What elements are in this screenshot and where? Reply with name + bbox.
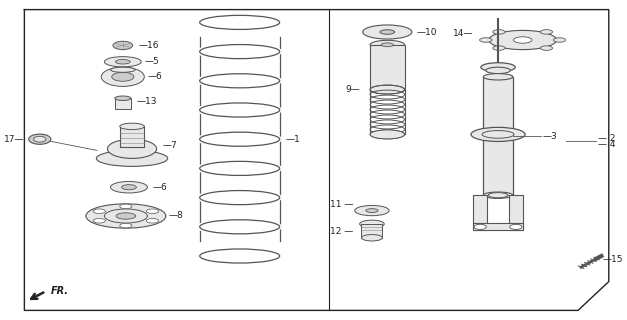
Ellipse shape (474, 224, 487, 229)
Text: —3: —3 (543, 132, 557, 140)
Ellipse shape (199, 103, 280, 117)
Ellipse shape (488, 193, 508, 198)
Ellipse shape (362, 25, 412, 39)
Ellipse shape (199, 220, 280, 234)
Ellipse shape (107, 139, 157, 158)
Ellipse shape (120, 204, 132, 209)
Bar (362, 224, 382, 238)
Text: —8: —8 (169, 212, 184, 220)
Bar (483, 77, 513, 195)
Ellipse shape (29, 134, 51, 144)
Bar (370, 45, 404, 90)
Ellipse shape (34, 136, 46, 142)
Ellipse shape (482, 131, 514, 138)
Ellipse shape (471, 127, 525, 141)
Ellipse shape (199, 249, 280, 263)
Ellipse shape (370, 90, 404, 99)
Ellipse shape (489, 30, 557, 50)
Text: 9—: 9— (345, 85, 360, 94)
Text: —6: —6 (152, 183, 167, 192)
Bar (115, 98, 131, 109)
Text: 14—: 14— (453, 29, 473, 38)
Ellipse shape (370, 115, 404, 124)
Text: — 2: — 2 (598, 134, 616, 143)
Ellipse shape (483, 192, 513, 198)
Ellipse shape (93, 219, 105, 223)
Ellipse shape (115, 60, 130, 64)
Ellipse shape (122, 185, 136, 190)
Bar (120, 126, 144, 147)
Ellipse shape (370, 105, 404, 114)
Ellipse shape (514, 37, 532, 43)
Ellipse shape (120, 123, 144, 130)
Ellipse shape (540, 30, 552, 34)
Ellipse shape (102, 67, 144, 86)
Text: —15: —15 (603, 255, 623, 264)
Ellipse shape (370, 40, 404, 49)
Ellipse shape (115, 96, 131, 100)
Ellipse shape (370, 110, 404, 119)
Ellipse shape (370, 95, 404, 104)
Ellipse shape (199, 44, 280, 59)
Ellipse shape (370, 85, 404, 94)
Ellipse shape (554, 38, 566, 42)
Ellipse shape (370, 130, 404, 139)
Ellipse shape (97, 150, 167, 166)
Text: 12 —: 12 — (330, 228, 354, 236)
Ellipse shape (370, 125, 404, 134)
Text: 17—: 17— (4, 135, 24, 144)
Text: FR.: FR. (51, 285, 69, 296)
Bar (473, 223, 523, 230)
Ellipse shape (360, 220, 384, 228)
Text: —5: —5 (144, 57, 159, 66)
Text: —1: —1 (286, 135, 300, 144)
Ellipse shape (199, 74, 280, 88)
Ellipse shape (370, 120, 404, 129)
Ellipse shape (355, 205, 389, 216)
Text: — 4: — 4 (598, 140, 616, 149)
Ellipse shape (480, 38, 492, 42)
Ellipse shape (120, 223, 132, 228)
Ellipse shape (540, 46, 552, 50)
Ellipse shape (366, 209, 378, 212)
Ellipse shape (510, 224, 522, 229)
Ellipse shape (481, 63, 515, 72)
Ellipse shape (370, 130, 404, 139)
Bar (509, 195, 523, 230)
Ellipse shape (110, 181, 147, 193)
Ellipse shape (199, 15, 280, 29)
Ellipse shape (370, 85, 404, 94)
Ellipse shape (483, 74, 513, 80)
Ellipse shape (104, 209, 147, 223)
Ellipse shape (493, 30, 505, 34)
Text: —6: —6 (147, 72, 162, 81)
Text: —10: —10 (416, 28, 437, 36)
Ellipse shape (116, 213, 135, 219)
Ellipse shape (486, 67, 510, 74)
Ellipse shape (380, 30, 395, 34)
Ellipse shape (104, 57, 141, 67)
Ellipse shape (146, 209, 159, 213)
Text: —16: —16 (138, 41, 159, 50)
Ellipse shape (199, 132, 280, 146)
Ellipse shape (86, 204, 166, 228)
Ellipse shape (146, 219, 159, 223)
Text: —7: —7 (163, 141, 177, 150)
Ellipse shape (93, 209, 105, 213)
Ellipse shape (381, 43, 394, 47)
Ellipse shape (362, 235, 382, 241)
Ellipse shape (493, 46, 505, 50)
Text: —13: —13 (137, 97, 157, 106)
Ellipse shape (199, 191, 280, 205)
Ellipse shape (370, 100, 404, 109)
Text: 11 —: 11 — (330, 200, 354, 209)
Ellipse shape (112, 72, 134, 81)
Ellipse shape (199, 161, 280, 175)
Ellipse shape (110, 67, 135, 72)
Ellipse shape (113, 41, 133, 50)
Bar (473, 195, 487, 230)
